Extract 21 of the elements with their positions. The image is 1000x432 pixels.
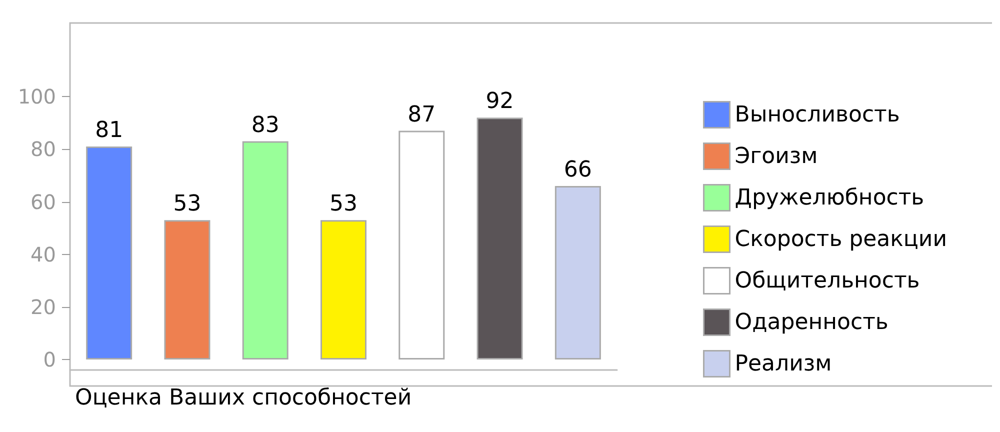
data-label: 92 (486, 89, 514, 114)
legend-label: Реализм (734, 351, 832, 376)
legend-label: Скорость реакции (734, 226, 948, 252)
legend-label: Общительность (734, 268, 920, 294)
y-tick-label: 20 (30, 294, 56, 319)
y-tick-label: 100 (18, 84, 56, 109)
y-tick-label: 60 (30, 190, 56, 214)
y-tick-label: 80 (30, 137, 56, 162)
data-label: 81 (95, 118, 124, 144)
data-label: 66 (564, 157, 592, 182)
y-tick-label: 0 (43, 347, 56, 372)
legend-label: Одаренность (734, 310, 888, 335)
data-label: 53 (330, 192, 358, 217)
legend-label: Дружелюбность (734, 185, 924, 210)
y-tick-label: 40 (30, 242, 56, 266)
data-label: 83 (251, 112, 280, 138)
text: Оценка Ваших способностей (75, 386, 412, 410)
data-label: 53 (173, 192, 202, 217)
data-label: 87 (408, 102, 436, 128)
legend-label: Эгоизм (734, 144, 818, 169)
legend-label: Выносливость (734, 102, 900, 128)
